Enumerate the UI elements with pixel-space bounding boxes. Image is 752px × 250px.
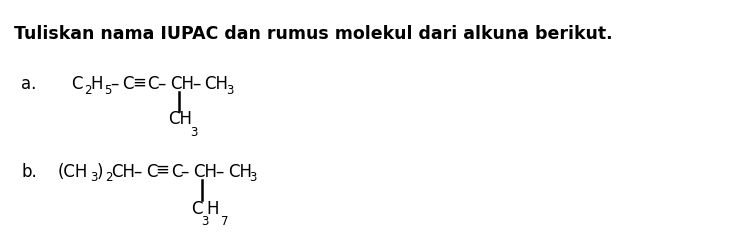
Text: C: C	[146, 162, 157, 180]
Text: 3: 3	[226, 83, 234, 96]
Text: –: –	[133, 162, 141, 180]
Text: a.: a.	[21, 75, 36, 93]
Text: 3: 3	[201, 214, 208, 227]
Text: 3: 3	[90, 171, 98, 184]
Text: 7: 7	[221, 214, 229, 227]
Text: 2: 2	[105, 171, 113, 184]
Text: –: –	[110, 75, 118, 93]
Text: CH: CH	[193, 162, 217, 180]
Text: (CH: (CH	[57, 162, 87, 180]
Text: CH: CH	[168, 110, 193, 128]
Text: 3: 3	[250, 171, 257, 184]
Text: –: –	[180, 162, 189, 180]
Text: H: H	[207, 199, 220, 217]
Text: H: H	[90, 75, 103, 93]
Text: b.: b.	[21, 162, 37, 180]
Text: –: –	[192, 75, 200, 93]
Text: 2: 2	[84, 83, 92, 96]
Text: C: C	[147, 75, 159, 93]
Text: C: C	[191, 199, 202, 217]
Text: Tuliskan nama IUPAC dan rumus molekul dari alkuna berikut.: Tuliskan nama IUPAC dan rumus molekul da…	[14, 25, 612, 43]
Text: CH: CH	[111, 162, 135, 180]
Text: ): )	[96, 162, 103, 180]
Text: –: –	[157, 75, 165, 93]
Text: C: C	[123, 75, 134, 93]
Text: C: C	[171, 162, 182, 180]
Text: ≡: ≡	[132, 73, 146, 91]
Text: –: –	[215, 162, 223, 180]
Text: CH: CH	[228, 162, 252, 180]
Text: 3: 3	[190, 125, 198, 138]
Text: 5: 5	[104, 83, 111, 96]
Text: C: C	[71, 75, 83, 93]
Text: ≡: ≡	[156, 160, 169, 178]
Text: CH: CH	[170, 75, 194, 93]
Text: CH: CH	[205, 75, 229, 93]
